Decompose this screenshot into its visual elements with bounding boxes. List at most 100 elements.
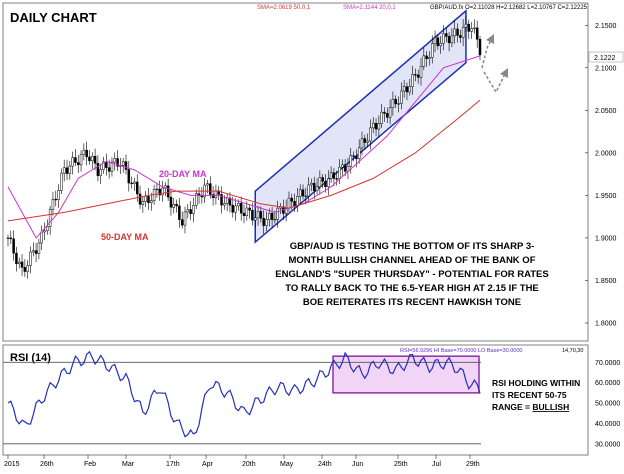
candle-body <box>430 43 434 58</box>
x-tick-label: 24th <box>318 461 332 468</box>
candle-body <box>231 204 235 213</box>
x-tick-label: May <box>280 461 294 468</box>
candle-body <box>461 26 465 38</box>
candle-body <box>65 167 69 174</box>
candle-body <box>99 169 102 176</box>
candle-body <box>96 163 100 176</box>
candle-body <box>192 205 195 214</box>
y-tick-label: 1.9500 <box>595 193 617 200</box>
candle-body <box>391 98 395 108</box>
x-tick-label: 2015 <box>4 461 20 468</box>
candle-body <box>40 231 43 244</box>
candle-body <box>341 164 344 168</box>
candle-body <box>178 205 181 220</box>
candle-body <box>253 217 257 221</box>
rsi-annotation-line: RANGE = BULLISH <box>492 402 569 412</box>
candle-body <box>133 181 136 184</box>
last-price-tag-box <box>588 51 624 63</box>
candle-body <box>113 158 117 163</box>
candle-body <box>220 194 223 206</box>
candle-body <box>459 35 462 38</box>
candle-body <box>17 261 21 265</box>
candle-body <box>211 194 215 198</box>
candle-body <box>265 219 268 226</box>
candle-body <box>194 193 198 206</box>
candle-body <box>214 190 218 198</box>
candle-body <box>293 201 296 206</box>
candle-body <box>287 197 291 209</box>
candle-body <box>310 182 313 186</box>
candle-body <box>402 86 406 92</box>
y-tick-label: 1.8500 <box>595 278 617 285</box>
main-annotation-line: BOE REITERATES ITS RECENT HAWKISH TONE <box>303 297 521 308</box>
x-tick-label: Jun <box>352 461 363 468</box>
candle-body <box>37 242 41 254</box>
candle-body <box>169 196 173 208</box>
sma20-info: SMA=2.1144 20,0,1 <box>343 5 396 11</box>
x-tick-label: 17th <box>166 461 180 468</box>
x-tick-label: 20th <box>242 461 256 468</box>
candle-body <box>6 237 10 239</box>
candle-body <box>155 188 159 191</box>
candle-body <box>12 238 15 254</box>
candle-body <box>32 250 35 253</box>
y-tick-label: 2.0000 <box>595 150 617 157</box>
candle-body <box>68 165 72 174</box>
candle-body <box>315 186 319 192</box>
candle-body <box>447 36 451 44</box>
candle-body <box>349 155 353 167</box>
candle-body <box>141 201 145 205</box>
candle-body <box>332 172 336 179</box>
y-tick-label: 2.1000 <box>595 65 617 72</box>
candle-body <box>411 74 414 87</box>
rsi-y-tick-label: 40.0000 <box>595 421 620 428</box>
candle-body <box>85 149 88 158</box>
candle-body <box>436 37 440 47</box>
candle-body <box>228 197 232 206</box>
candle-body <box>290 197 294 202</box>
candle-body <box>183 211 187 226</box>
rsi-info-params: 14,70,30 <box>562 348 583 354</box>
rsi-y-tick-label: 30.0000 <box>595 441 620 448</box>
candle-body <box>48 209 52 227</box>
candle-body <box>186 209 190 213</box>
y-tick-label: 1.9000 <box>595 235 617 242</box>
rsi-y-axis: 70.0000 60.0000 50.0000 40.0000 30.0000 <box>595 360 620 449</box>
candle-body <box>357 147 361 160</box>
rsi-y-tick-label: 60.0000 <box>595 380 620 387</box>
candle-body <box>124 161 128 170</box>
candle-body <box>150 200 153 204</box>
candle-body <box>324 181 327 188</box>
candle-body <box>445 33 448 37</box>
candle-body <box>298 189 302 197</box>
x-tick-label: Feb <box>84 461 96 468</box>
candle-body <box>147 196 150 204</box>
y-tick-label: 1.8000 <box>595 320 617 327</box>
rsi-range-box <box>332 355 480 394</box>
x-tick-label: Mar <box>122 461 135 468</box>
candle-body <box>46 226 49 232</box>
candle-body <box>54 198 58 201</box>
candle-body <box>209 183 212 195</box>
label-20-day-ma: 20-DAY MA <box>159 169 207 179</box>
candle-body <box>135 181 139 195</box>
y-tick-label: 2.1500 <box>595 23 617 30</box>
candle-body <box>450 35 454 44</box>
candle-body <box>360 138 364 149</box>
candle-body <box>318 177 322 188</box>
x-axis: 2015 26th Feb Mar 17th Apr 20th May 24th Jun 25th J… <box>4 455 480 468</box>
candle-body <box>377 123 381 130</box>
candle-body <box>71 157 74 167</box>
candle-body <box>248 207 251 211</box>
candle-body <box>470 28 473 32</box>
candle-body <box>363 138 367 143</box>
candle-body <box>60 172 63 191</box>
candle-body <box>51 198 55 210</box>
main-y-axis: 2.1500 2.1000 2.0500 2.0000 1.9500 1.9000 1.85… <box>585 23 617 327</box>
candle-body <box>276 207 279 220</box>
candle-body <box>57 190 60 200</box>
candle-body <box>23 267 27 272</box>
candle-body <box>93 155 97 164</box>
candle-body <box>180 219 184 226</box>
